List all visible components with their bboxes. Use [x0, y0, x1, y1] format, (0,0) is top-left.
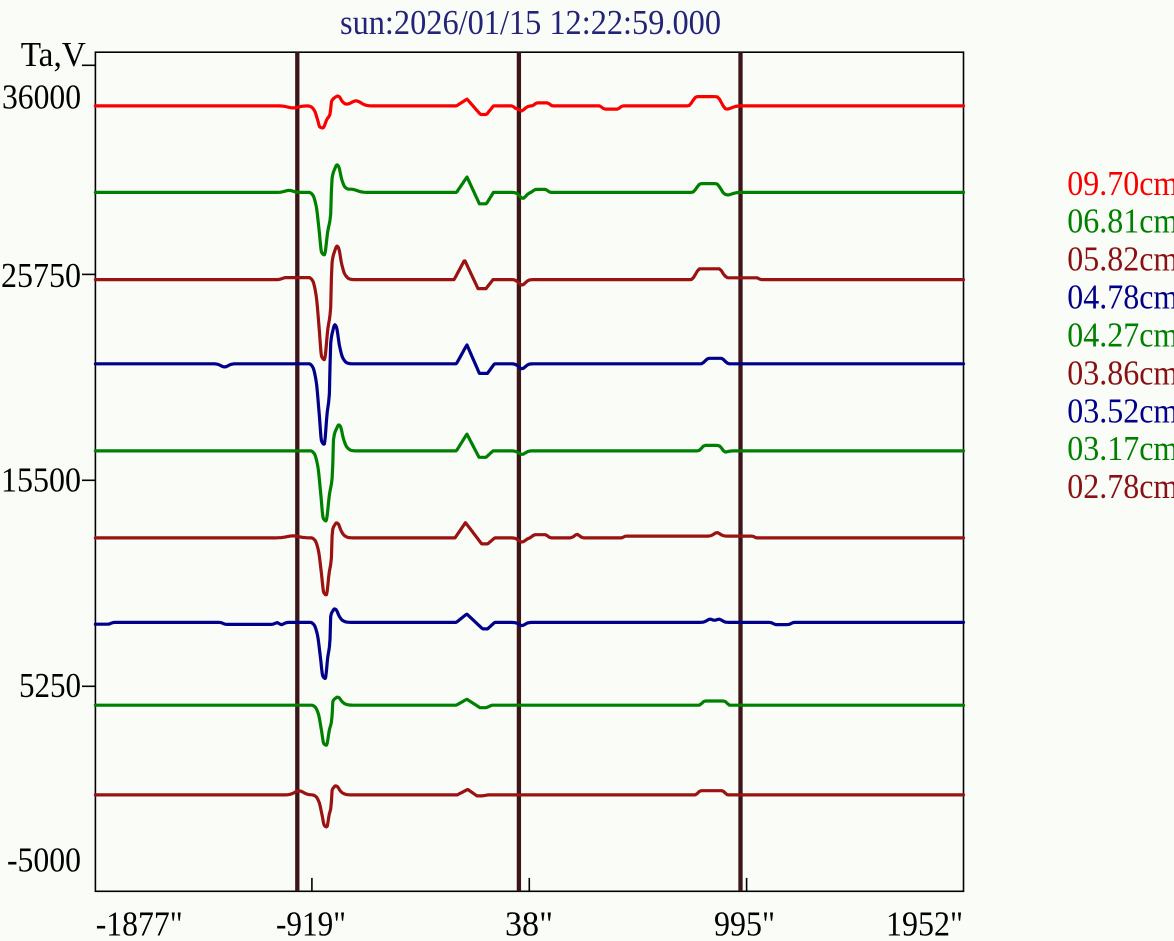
svg-text:-919": -919": [276, 905, 346, 941]
svg-text:15500: 15500: [1, 461, 81, 500]
svg-text:03.52cm: 03.52cm: [1067, 391, 1174, 430]
svg-text:995": 995": [714, 905, 775, 941]
svg-text:04.27cm: 04.27cm: [1067, 316, 1174, 355]
svg-text:03.17cm: 03.17cm: [1067, 429, 1174, 468]
svg-text:38": 38": [505, 905, 553, 941]
svg-text:02.78cm: 02.78cm: [1067, 467, 1174, 506]
svg-text:25750: 25750: [1, 256, 81, 295]
svg-text:03.86cm: 03.86cm: [1067, 353, 1174, 392]
svg-text:5250: 5250: [19, 666, 81, 705]
svg-text:1952": 1952": [886, 905, 963, 941]
svg-text:04.78cm: 04.78cm: [1067, 278, 1174, 317]
svg-text:09.70cm: 09.70cm: [1067, 164, 1174, 203]
svg-text:36000: 36000: [2, 77, 81, 116]
svg-text:Ta,V: Ta,V: [21, 35, 86, 74]
svg-text:05.82cm: 05.82cm: [1067, 240, 1174, 279]
svg-text:06.81cm: 06.81cm: [1067, 202, 1174, 241]
svg-text:-5000: -5000: [7, 840, 81, 879]
svg-text:-1877": -1877": [96, 905, 183, 941]
svg-text:sun:2026/01/15 12:22:59.000: sun:2026/01/15 12:22:59.000: [340, 3, 721, 42]
